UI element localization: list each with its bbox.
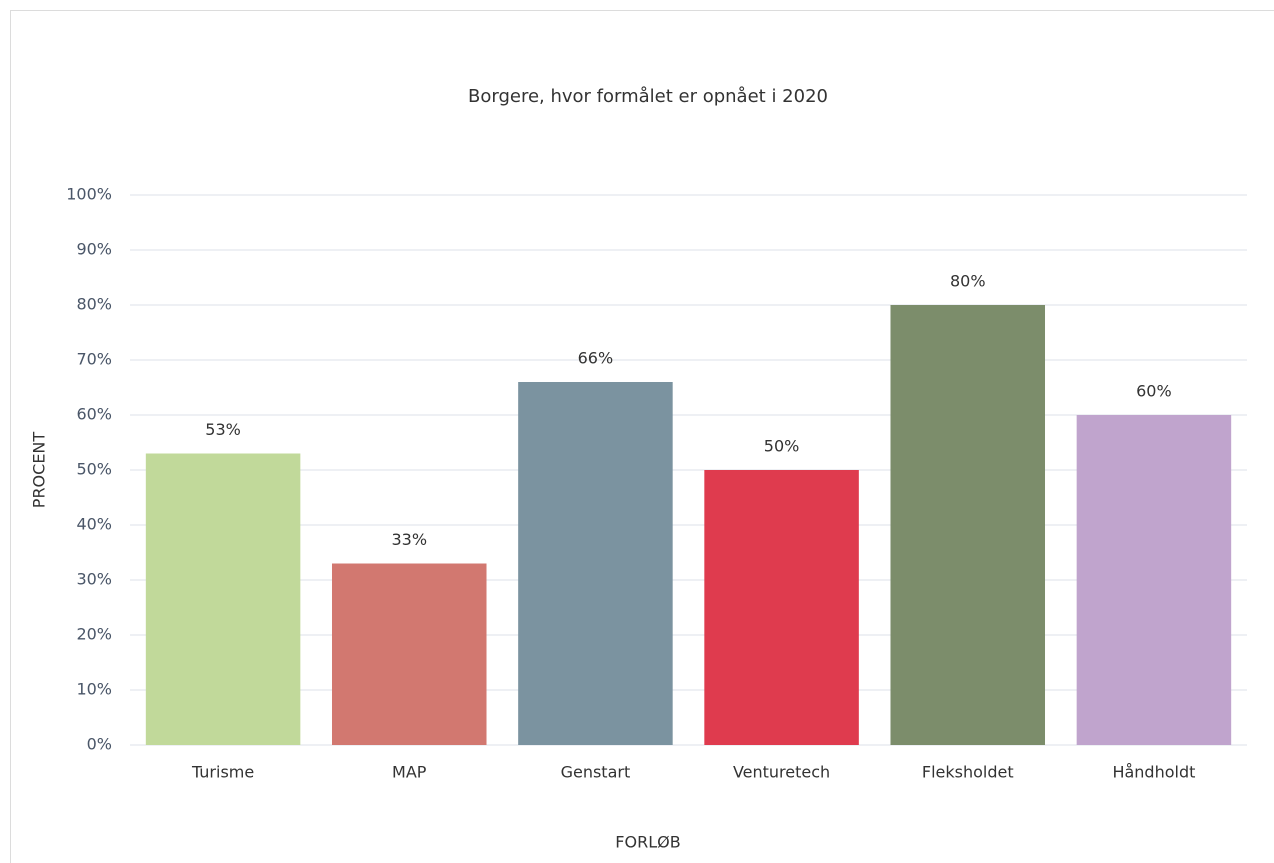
data-label: 60% — [1136, 382, 1172, 401]
y-tick-label: 80% — [76, 295, 112, 314]
y-tick-label: 70% — [76, 350, 112, 369]
x-tick-label: Fleksholdet — [922, 763, 1014, 782]
x-tick-label: Håndholdt — [1112, 763, 1195, 782]
y-tick-label: 50% — [76, 460, 112, 479]
x-tick-label: MAP — [392, 763, 427, 782]
data-label: 33% — [391, 530, 427, 549]
y-tick-label: 30% — [76, 570, 112, 589]
bar — [145, 453, 301, 745]
data-label: 50% — [764, 437, 800, 456]
bar — [890, 305, 1046, 745]
chart-title: Borgere, hvor formålet er opnået i 2020 — [468, 86, 828, 107]
data-label: 53% — [205, 420, 241, 439]
x-tick-label: Genstart — [561, 763, 631, 782]
y-tick-label: 60% — [76, 405, 112, 424]
data-label: 66% — [578, 349, 614, 368]
bar — [331, 563, 487, 745]
y-axis-label: PROCENT — [30, 432, 49, 509]
y-tick-label: 90% — [76, 240, 112, 259]
x-tick-label: Turisme — [191, 763, 254, 782]
y-tick-label: 0% — [87, 735, 112, 754]
x-tick-label: Venturetech — [733, 763, 830, 782]
y-tick-label: 20% — [76, 625, 112, 644]
y-tick-label: 40% — [76, 515, 112, 534]
x-axis-label: FORLØB — [615, 833, 680, 852]
data-label: 80% — [950, 272, 986, 291]
bar — [704, 470, 859, 745]
y-tick-label: 10% — [76, 680, 112, 699]
y-tick-label: 100% — [66, 185, 112, 204]
bar — [1076, 415, 1232, 745]
bar — [518, 382, 673, 745]
